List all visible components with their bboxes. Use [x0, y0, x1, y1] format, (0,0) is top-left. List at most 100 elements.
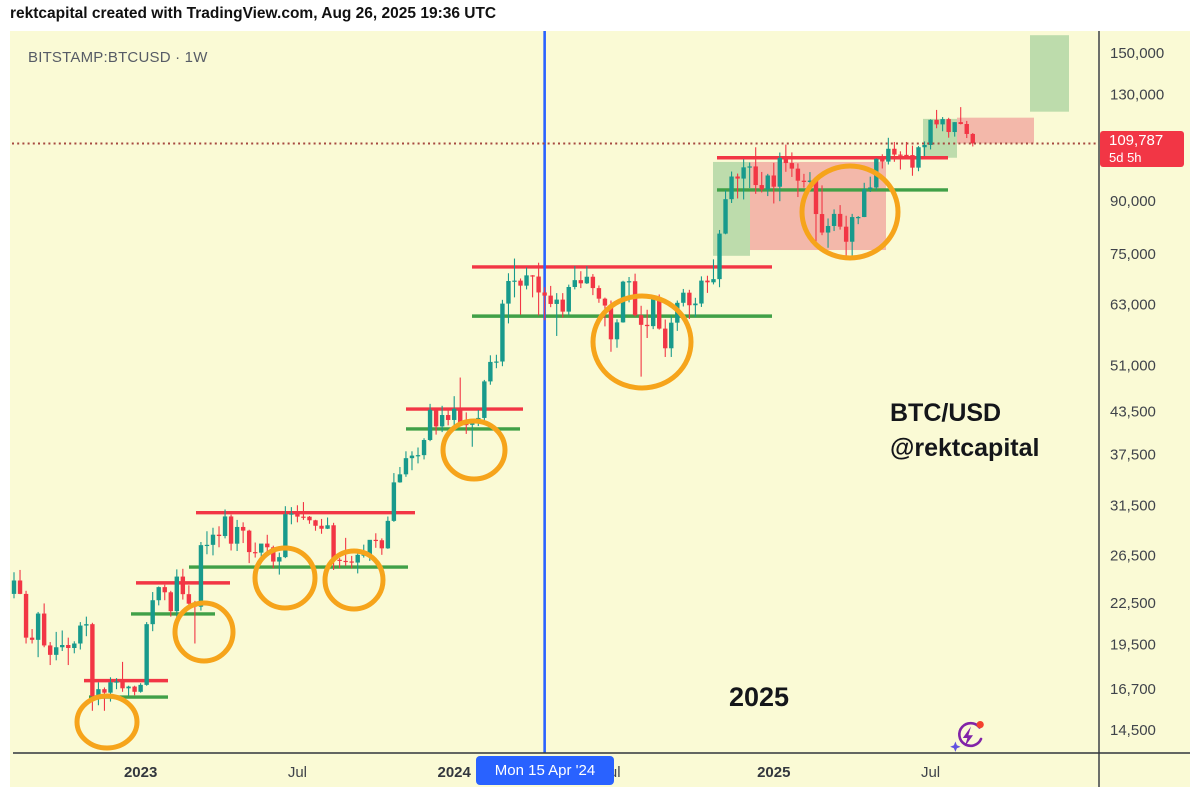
- candle-body: [904, 154, 909, 157]
- candle: [403, 451, 409, 477]
- candle: [66, 637, 71, 666]
- candle: [35, 611, 41, 658]
- candle-body: [512, 280, 517, 282]
- candle-body: [910, 155, 915, 168]
- candle-body: [831, 213, 837, 226]
- candle-body: [898, 154, 903, 156]
- candle-body: [548, 295, 553, 304]
- time-axis-labels[interactable]: 2023Jul2024Jul2025Jul: [124, 764, 940, 781]
- candle-body: [813, 180, 819, 215]
- orange-circle[interactable]: [590, 293, 694, 391]
- price-tick-label: 16,700: [1110, 681, 1156, 698]
- candle-body: [578, 280, 584, 284]
- candle: [813, 180, 819, 242]
- candle: [518, 278, 523, 315]
- candle: [934, 109, 939, 129]
- candle: [150, 592, 155, 632]
- candle: [644, 309, 650, 339]
- orange-circle[interactable]: [799, 163, 901, 261]
- candle-body: [590, 276, 596, 289]
- candle-body: [964, 124, 969, 134]
- candle-body: [168, 592, 173, 612]
- orange-circle[interactable]: [322, 548, 386, 612]
- candle: [90, 622, 95, 711]
- candle: [102, 687, 107, 711]
- candle: [385, 516, 391, 549]
- candle: [433, 409, 439, 435]
- candle-body: [439, 415, 445, 427]
- price-tick-label: 90,000: [1110, 193, 1156, 210]
- candle-body: [307, 516, 312, 521]
- candle: [222, 509, 228, 539]
- candle: [578, 271, 584, 289]
- candle-body: [638, 315, 644, 325]
- candle-body: [415, 455, 421, 457]
- candle-body: [66, 645, 71, 648]
- vline-date-badge: Mon 15 Apr '24: [476, 756, 614, 785]
- candle: [180, 568, 186, 600]
- candle-body: [84, 624, 89, 626]
- orange-circle[interactable]: [440, 418, 508, 482]
- candle-body: [349, 561, 354, 563]
- price-axis-labels[interactable]: 150,000 130,000 90,000 75,000 63,000 51,000 43…: [1110, 45, 1164, 739]
- green-range-box[interactable]: [923, 118, 957, 158]
- candle: [246, 529, 252, 564]
- orange-circle[interactable]: [74, 693, 140, 751]
- candle: [126, 685, 131, 697]
- candle-body: [180, 576, 186, 595]
- candle: [415, 447, 421, 464]
- red-range-box[interactable]: [957, 117, 1034, 144]
- candle-body: [397, 474, 403, 483]
- candle: [96, 682, 101, 706]
- candle-body: [325, 525, 330, 529]
- candle: [940, 117, 945, 132]
- candle-body: [78, 625, 83, 644]
- candle: [78, 622, 83, 650]
- candle-body: [530, 275, 535, 277]
- candle-body: [783, 157, 789, 164]
- candle: [494, 354, 499, 369]
- candle-body: [445, 415, 451, 420]
- candle-body: [343, 560, 348, 563]
- candle: [681, 288, 686, 307]
- orange-circle[interactable]: [252, 545, 318, 611]
- candle-body: [687, 292, 692, 306]
- candle-body: [862, 189, 867, 218]
- candle: [114, 678, 119, 690]
- candle: [771, 162, 776, 204]
- candle: [427, 403, 433, 442]
- candle-body: [644, 324, 650, 327]
- candle-body: [234, 526, 240, 544]
- candle: [928, 119, 933, 150]
- candle-body: [391, 482, 397, 521]
- green-range-box[interactable]: [1030, 35, 1069, 112]
- candle-body: [536, 276, 541, 293]
- candle-body: [729, 176, 734, 200]
- candle: [958, 107, 963, 125]
- candle: [234, 519, 240, 552]
- candle: [23, 590, 29, 644]
- candle-countdown: 5d 5h: [1109, 150, 1142, 165]
- candle: [596, 285, 602, 303]
- candle: [584, 266, 590, 284]
- candle: [482, 379, 487, 421]
- candle-body: [379, 540, 385, 549]
- candle: [144, 622, 149, 686]
- candle: [735, 173, 740, 199]
- candle: [765, 173, 770, 197]
- candle: [488, 355, 493, 385]
- candle: [759, 171, 764, 193]
- candle-body: [60, 645, 65, 648]
- chart-annotation-year: 2025: [729, 682, 790, 712]
- candle-body: [584, 276, 590, 284]
- candle: [512, 258, 517, 298]
- candle-body: [494, 361, 499, 363]
- candle: [325, 517, 330, 530]
- candle-body: [198, 545, 204, 607]
- candle-body: [259, 543, 264, 553]
- candle-body: [271, 547, 276, 562]
- candle-body: [156, 587, 161, 601]
- candle-body: [934, 119, 939, 125]
- orange-circle[interactable]: [172, 600, 236, 664]
